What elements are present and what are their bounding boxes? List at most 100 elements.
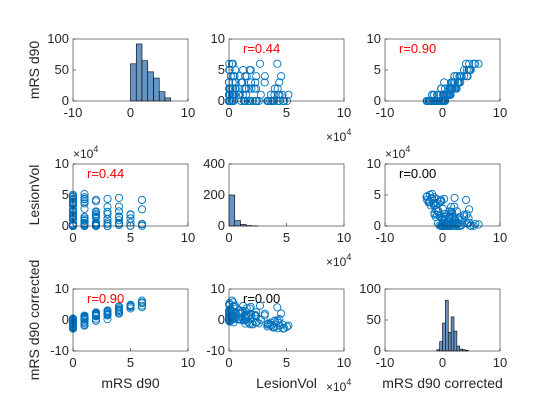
scatter-point — [455, 213, 464, 222]
x-tick-label: 0 — [127, 105, 134, 120]
scatter-point — [241, 72, 250, 81]
y-tick-label: 0 — [218, 93, 225, 108]
x-tick-label: 10 — [181, 355, 195, 370]
x-tick-label: 0 — [225, 355, 232, 370]
scatter-point — [226, 72, 235, 81]
y-tick-label: 10 — [367, 31, 381, 46]
scatter-point — [225, 65, 234, 75]
scatter-point — [266, 320, 275, 329]
scatter-point — [242, 72, 251, 81]
x-axis-label: mRS d90 — [101, 375, 160, 391]
y-axis-label: LesionVol — [26, 165, 42, 226]
scatter-point — [275, 78, 284, 87]
scatter-point — [284, 90, 293, 99]
scatter-point — [450, 202, 459, 211]
x-exponent-label: ×104 — [326, 127, 351, 144]
scatter-point — [462, 72, 471, 81]
correlation-label: r=0.90 — [87, 291, 124, 306]
scatter-point — [114, 193, 124, 202]
scatter-point — [91, 314, 101, 323]
x-tick-label: 5 — [127, 230, 134, 245]
scatter-point — [103, 307, 112, 316]
subplot-p23 — [384, 163, 501, 231]
correlation-label: r=0.00 — [399, 166, 436, 181]
scatter-point — [465, 205, 474, 214]
scatter-point — [114, 302, 124, 311]
subplot-p33 — [384, 288, 501, 352]
scatter-point — [91, 197, 101, 206]
y-tick-label: 100 — [359, 281, 381, 296]
y-tick-label: 5 — [374, 62, 381, 77]
scatter-point — [433, 207, 442, 216]
scatter-point — [260, 78, 269, 87]
scatter-point — [229, 84, 238, 93]
histogram-bar — [164, 97, 172, 102]
scatter-point — [256, 90, 265, 99]
scatter-point — [241, 84, 250, 93]
x-tick-label: -10 — [376, 230, 395, 245]
scatter-point — [250, 311, 259, 320]
scatter-point — [126, 301, 135, 310]
scatter-point — [80, 189, 89, 199]
subplot-p21 — [68, 163, 189, 231]
scatter-point — [231, 301, 240, 310]
y-tick-label: 10 — [211, 281, 225, 296]
correlation-label: r=0.44 — [243, 41, 280, 56]
scatter-point — [474, 220, 483, 229]
histogram-bar — [158, 91, 166, 102]
scatter-point — [114, 309, 124, 318]
scatter-point — [114, 207, 124, 216]
scatter-point — [450, 72, 459, 81]
scatter-point — [275, 315, 284, 324]
histogram-bar — [439, 341, 443, 352]
scatter-point — [465, 59, 474, 68]
histogram-bar — [153, 77, 160, 102]
scatter-point — [460, 72, 469, 81]
y-axis-label: mRS d90 corrected — [26, 260, 42, 381]
x-tick-label: 10 — [337, 105, 351, 120]
scatter-point — [471, 219, 480, 228]
scatter-point — [445, 84, 454, 93]
y-tick-label: 0 — [374, 218, 381, 233]
scatter-point — [277, 309, 286, 318]
scatter-point — [80, 199, 89, 208]
scatter-point — [466, 65, 475, 75]
scatter-point — [241, 311, 250, 321]
scatter-point — [126, 304, 135, 313]
histogram-bar — [442, 322, 446, 352]
scatter-point — [254, 319, 263, 328]
scatter-point — [273, 303, 282, 312]
scatter-point — [450, 221, 459, 230]
y-tick-label: 50 — [367, 312, 381, 327]
scatter-point — [429, 199, 438, 208]
scatter-point — [246, 310, 256, 319]
scatter-point — [471, 59, 480, 68]
x-exponent-label: ×104 — [326, 252, 351, 269]
scatter-point — [462, 210, 471, 219]
scatter-point — [80, 318, 89, 327]
scatter-point — [103, 210, 112, 219]
scatter-point — [440, 78, 449, 87]
scatter-point — [103, 315, 112, 324]
scatter-point — [91, 208, 101, 217]
correlation-label: r=0.00 — [243, 291, 280, 306]
scatter-point — [435, 211, 444, 220]
scatter-point — [230, 72, 239, 81]
y-tick-label: 0 — [62, 312, 69, 327]
scatter-point — [474, 59, 483, 68]
x-tick-label: 5 — [283, 230, 290, 245]
scatter-point — [260, 72, 269, 81]
scatter-point — [277, 72, 286, 81]
scatter-point — [225, 301, 234, 310]
x-tick-label: 5 — [283, 105, 290, 120]
x-tick-label: -10 — [64, 105, 83, 120]
scatter-point — [114, 216, 124, 225]
histogram-bar — [141, 60, 149, 102]
y-tick-label: 0 — [62, 218, 69, 233]
x-tick-label: 10 — [337, 230, 351, 245]
subplot-p12 — [224, 38, 345, 106]
x-tick-label: 10 — [181, 105, 195, 120]
scatter-point — [270, 84, 279, 93]
scatter-point — [91, 218, 101, 227]
x-tick-label: 0 — [69, 230, 76, 245]
